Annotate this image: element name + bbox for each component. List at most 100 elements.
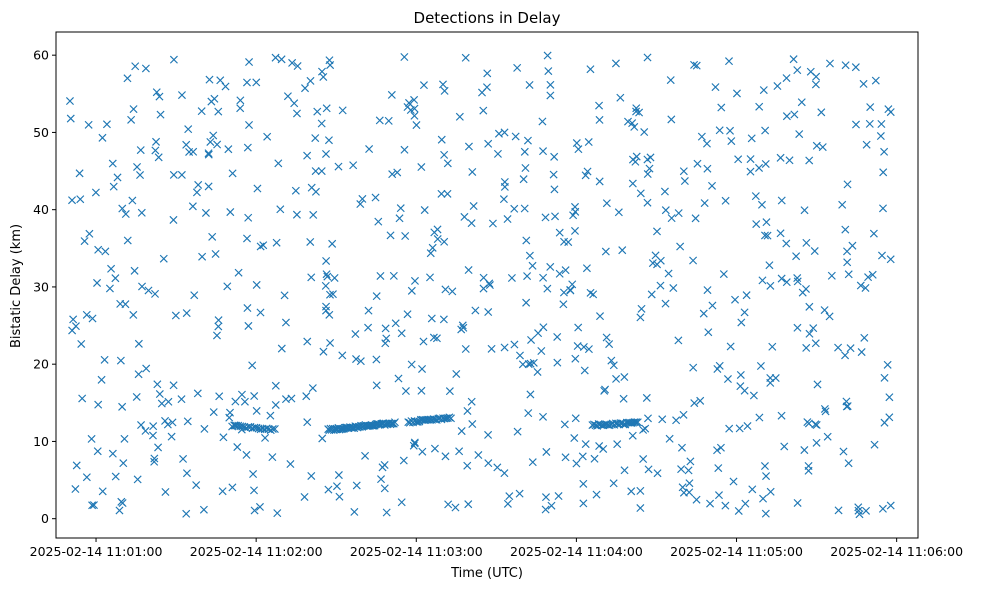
data-point bbox=[726, 126, 735, 135]
data-point bbox=[365, 145, 374, 154]
data-point bbox=[602, 199, 611, 208]
data-point bbox=[108, 159, 117, 168]
data-point bbox=[391, 319, 400, 328]
data-point bbox=[619, 394, 628, 403]
data-point bbox=[756, 361, 765, 371]
data-point bbox=[193, 389, 202, 398]
data-point bbox=[616, 93, 625, 102]
data-point bbox=[207, 97, 216, 106]
x-tick-label: 2025-02-14 11:01:00 bbox=[30, 544, 163, 559]
data-point bbox=[715, 126, 724, 135]
data-point bbox=[526, 359, 535, 368]
data-point bbox=[237, 425, 246, 434]
data-point bbox=[111, 274, 120, 283]
data-point bbox=[522, 298, 531, 307]
data-point bbox=[782, 239, 791, 248]
data-point bbox=[805, 156, 814, 165]
data-point bbox=[108, 449, 117, 458]
data-point bbox=[876, 132, 885, 141]
data-point bbox=[372, 381, 381, 390]
data-point bbox=[82, 310, 91, 319]
data-point bbox=[520, 204, 529, 213]
data-point bbox=[878, 204, 888, 213]
data-point bbox=[417, 163, 426, 172]
data-point bbox=[639, 455, 648, 464]
data-point bbox=[485, 281, 494, 290]
data-point bbox=[464, 500, 473, 509]
data-point bbox=[839, 447, 848, 456]
data-point bbox=[209, 408, 218, 417]
data-point bbox=[225, 408, 235, 417]
data-point bbox=[155, 92, 164, 101]
data-point bbox=[623, 117, 633, 126]
data-point bbox=[419, 337, 428, 346]
data-point bbox=[806, 67, 815, 76]
data-point bbox=[378, 463, 387, 472]
data-point bbox=[664, 269, 673, 278]
data-point bbox=[231, 397, 240, 406]
data-point bbox=[513, 427, 522, 436]
data-point bbox=[154, 443, 163, 452]
data-point bbox=[394, 374, 403, 383]
data-point bbox=[691, 214, 700, 223]
data-point bbox=[432, 334, 441, 343]
data-point bbox=[128, 196, 137, 205]
data-point bbox=[812, 141, 821, 150]
data-point bbox=[524, 360, 533, 369]
data-point bbox=[793, 277, 802, 286]
data-point bbox=[589, 290, 598, 299]
data-point bbox=[740, 386, 749, 395]
data-point bbox=[680, 177, 689, 186]
data-point bbox=[464, 266, 473, 275]
data-point bbox=[171, 311, 180, 320]
data-point bbox=[199, 505, 208, 514]
data-point bbox=[640, 128, 649, 137]
data-point bbox=[395, 214, 404, 223]
data-point bbox=[389, 271, 398, 280]
data-point bbox=[215, 392, 224, 401]
data-point bbox=[259, 241, 268, 250]
data-point bbox=[631, 157, 640, 166]
data-point bbox=[248, 361, 257, 370]
data-point bbox=[579, 499, 588, 508]
data-point bbox=[524, 409, 533, 418]
data-point bbox=[572, 459, 581, 468]
data-point bbox=[188, 202, 197, 211]
data-point bbox=[581, 171, 590, 180]
data-point bbox=[397, 498, 406, 507]
data-point bbox=[167, 432, 176, 441]
data-point bbox=[277, 55, 286, 64]
data-point bbox=[861, 283, 870, 292]
data-point bbox=[559, 288, 568, 297]
data-point bbox=[721, 501, 730, 510]
data-point bbox=[812, 438, 821, 447]
data-point bbox=[301, 84, 310, 93]
y-tick-label: 50 bbox=[33, 125, 49, 140]
data-point bbox=[138, 282, 147, 291]
data-point bbox=[714, 491, 723, 500]
data-point bbox=[755, 413, 764, 422]
data-point bbox=[561, 266, 570, 275]
data-point bbox=[886, 108, 895, 117]
data-point bbox=[600, 386, 609, 395]
data-point bbox=[386, 231, 395, 240]
data-point bbox=[582, 264, 591, 273]
data-point bbox=[692, 495, 701, 504]
data-point bbox=[493, 149, 502, 158]
y-tick-label: 30 bbox=[33, 279, 49, 294]
data-point bbox=[290, 99, 299, 108]
data-point bbox=[759, 86, 768, 95]
data-point bbox=[228, 169, 237, 178]
data-point bbox=[886, 255, 895, 264]
data-point bbox=[401, 231, 410, 241]
data-point bbox=[132, 392, 141, 401]
data-point bbox=[121, 300, 130, 309]
data-point bbox=[177, 170, 186, 179]
data-point bbox=[382, 508, 391, 517]
data-point bbox=[717, 103, 726, 112]
data-point bbox=[804, 461, 813, 470]
data-point bbox=[609, 361, 618, 370]
data-point bbox=[760, 462, 769, 471]
data-point bbox=[330, 273, 339, 282]
data-point bbox=[119, 459, 128, 468]
